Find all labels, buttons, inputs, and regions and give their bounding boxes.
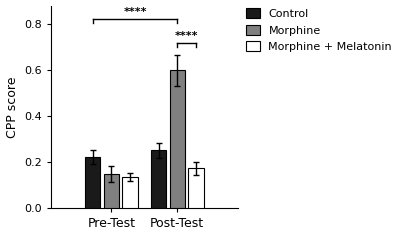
Legend: Control, Morphine, Morphine + Melatonin: Control, Morphine, Morphine + Melatonin — [245, 7, 393, 53]
Bar — [188, 168, 204, 208]
Bar — [170, 70, 185, 208]
Bar — [122, 177, 138, 208]
Bar — [104, 174, 119, 208]
Text: ****: **** — [123, 7, 147, 17]
Y-axis label: CPP score: CPP score — [6, 76, 18, 138]
Bar — [85, 157, 100, 208]
Bar — [151, 150, 166, 208]
Text: ****: **** — [175, 31, 198, 41]
